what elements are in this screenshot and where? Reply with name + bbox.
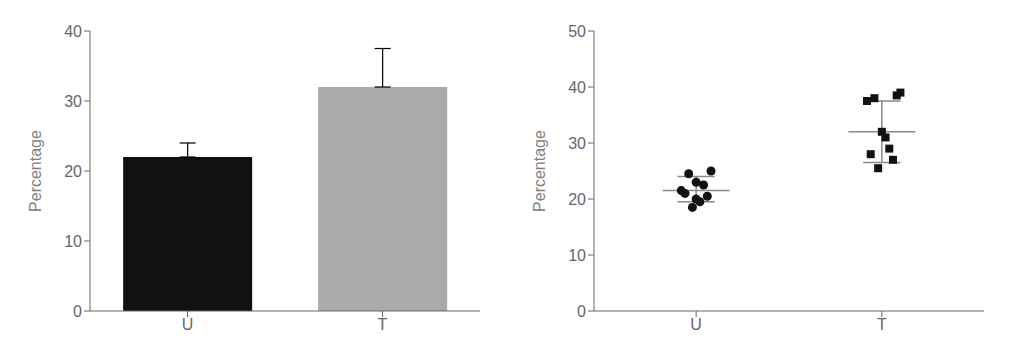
svg-text:U: U bbox=[690, 316, 702, 333]
svg-text:20: 20 bbox=[568, 191, 586, 208]
svg-text:10: 10 bbox=[64, 233, 82, 250]
svg-text:T: T bbox=[877, 316, 887, 333]
svg-text:30: 30 bbox=[568, 135, 586, 152]
svg-text:T: T bbox=[378, 316, 388, 333]
svg-text:40: 40 bbox=[568, 79, 586, 96]
svg-text:U: U bbox=[182, 316, 194, 333]
svg-text:0: 0 bbox=[577, 303, 586, 320]
svg-text:Percentage: Percentage bbox=[27, 130, 44, 212]
svg-text:40: 40 bbox=[64, 23, 82, 40]
svg-text:30: 30 bbox=[64, 93, 82, 110]
svg-text:10: 10 bbox=[568, 247, 586, 264]
svg-text:0: 0 bbox=[73, 303, 82, 320]
svg-text:Percentage: Percentage bbox=[531, 130, 548, 212]
svg-text:50: 50 bbox=[568, 23, 586, 40]
svg-text:20: 20 bbox=[64, 163, 82, 180]
